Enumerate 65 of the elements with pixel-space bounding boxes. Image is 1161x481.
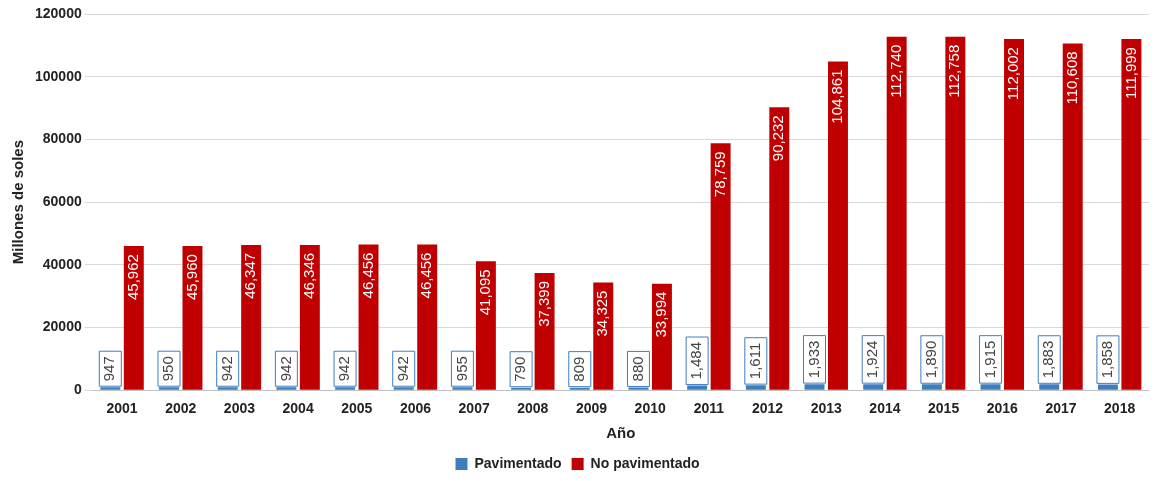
data-label: 1,484 — [687, 342, 705, 380]
data-label: 1,858 — [1098, 340, 1116, 379]
data-label: 45,962 — [123, 254, 141, 300]
y-tick-label: 120000 — [35, 4, 82, 21]
x-tick-label: 2013 — [810, 400, 843, 417]
data-label: 809 — [569, 356, 587, 382]
x-tick-label: 2010 — [634, 400, 666, 417]
x-tick-label: 2017 — [1045, 400, 1077, 417]
data-label: 1,924 — [863, 340, 881, 379]
data-label: 1,611 — [745, 342, 763, 380]
x-tick-label: 2012 — [751, 400, 784, 417]
data-label: 90,232 — [769, 115, 787, 162]
data-label: 942 — [217, 356, 235, 382]
data-label: 942 — [276, 356, 294, 382]
data-label: 1,883 — [1039, 340, 1057, 379]
x-tick-label: 2007 — [458, 400, 490, 417]
x-tick-label: 2016 — [986, 400, 1019, 417]
x-tick-label: 2002 — [165, 400, 197, 417]
legend-label: Pavimentado — [474, 454, 562, 471]
data-label: 880 — [628, 356, 646, 382]
data-label: 942 — [335, 356, 353, 382]
data-label: 41,095 — [476, 269, 494, 316]
x-axis-title: Año — [606, 424, 636, 442]
x-tick-label: 2003 — [223, 400, 256, 417]
x-tick-label: 2018 — [1104, 400, 1136, 417]
x-tick-label: 2015 — [928, 400, 960, 417]
y-tick-label: 100000 — [35, 67, 82, 84]
data-label: 46,456 — [417, 252, 435, 299]
data-label: 110,608 — [1062, 51, 1080, 105]
legend-label: No pavimentado — [590, 454, 700, 471]
data-label: 45,960 — [182, 254, 200, 300]
x-tick-label: 2008 — [517, 400, 549, 417]
x-tick-label: 2004 — [282, 400, 314, 417]
y-tick-label: 80000 — [42, 130, 82, 147]
data-label: 112,740 — [886, 44, 904, 98]
data-label: 947 — [100, 356, 118, 382]
y-tick-label: 60000 — [42, 192, 82, 209]
y-axis-title: Millones de soles — [9, 139, 27, 265]
y-tick-label: 20000 — [42, 318, 82, 335]
data-label: 46,347 — [241, 252, 259, 299]
data-label: 790 — [511, 356, 529, 382]
y-tick-label: 40000 — [42, 255, 82, 272]
data-label: 112,002 — [1004, 47, 1022, 101]
x-tick-label: 2009 — [575, 400, 608, 417]
data-label: 46,346 — [299, 252, 317, 299]
data-label: 33,994 — [652, 291, 670, 338]
data-label: 1,915 — [980, 340, 998, 379]
x-tick-label: 2001 — [106, 400, 138, 417]
x-tick-label: 2014 — [869, 400, 901, 417]
data-label: 950 — [159, 356, 177, 382]
data-label: 46,456 — [358, 252, 376, 299]
data-label: 112,758 — [945, 44, 963, 98]
data-label: 1,890 — [922, 340, 940, 379]
data-label: 942 — [393, 356, 411, 382]
data-label: 104,861 — [828, 69, 846, 124]
data-label: 37,399 — [534, 280, 552, 327]
data-label: 34,325 — [593, 290, 611, 337]
x-tick-label: 2005 — [341, 400, 373, 417]
data-label: 955 — [452, 356, 470, 382]
x-tick-label: 2006 — [399, 400, 432, 417]
data-label: 1,933 — [804, 340, 822, 379]
data-label: 111,999 — [1121, 47, 1139, 100]
y-tick-label: 0 — [73, 381, 82, 398]
data-label: 78,759 — [710, 151, 728, 198]
x-tick-label: 2011 — [693, 400, 725, 417]
